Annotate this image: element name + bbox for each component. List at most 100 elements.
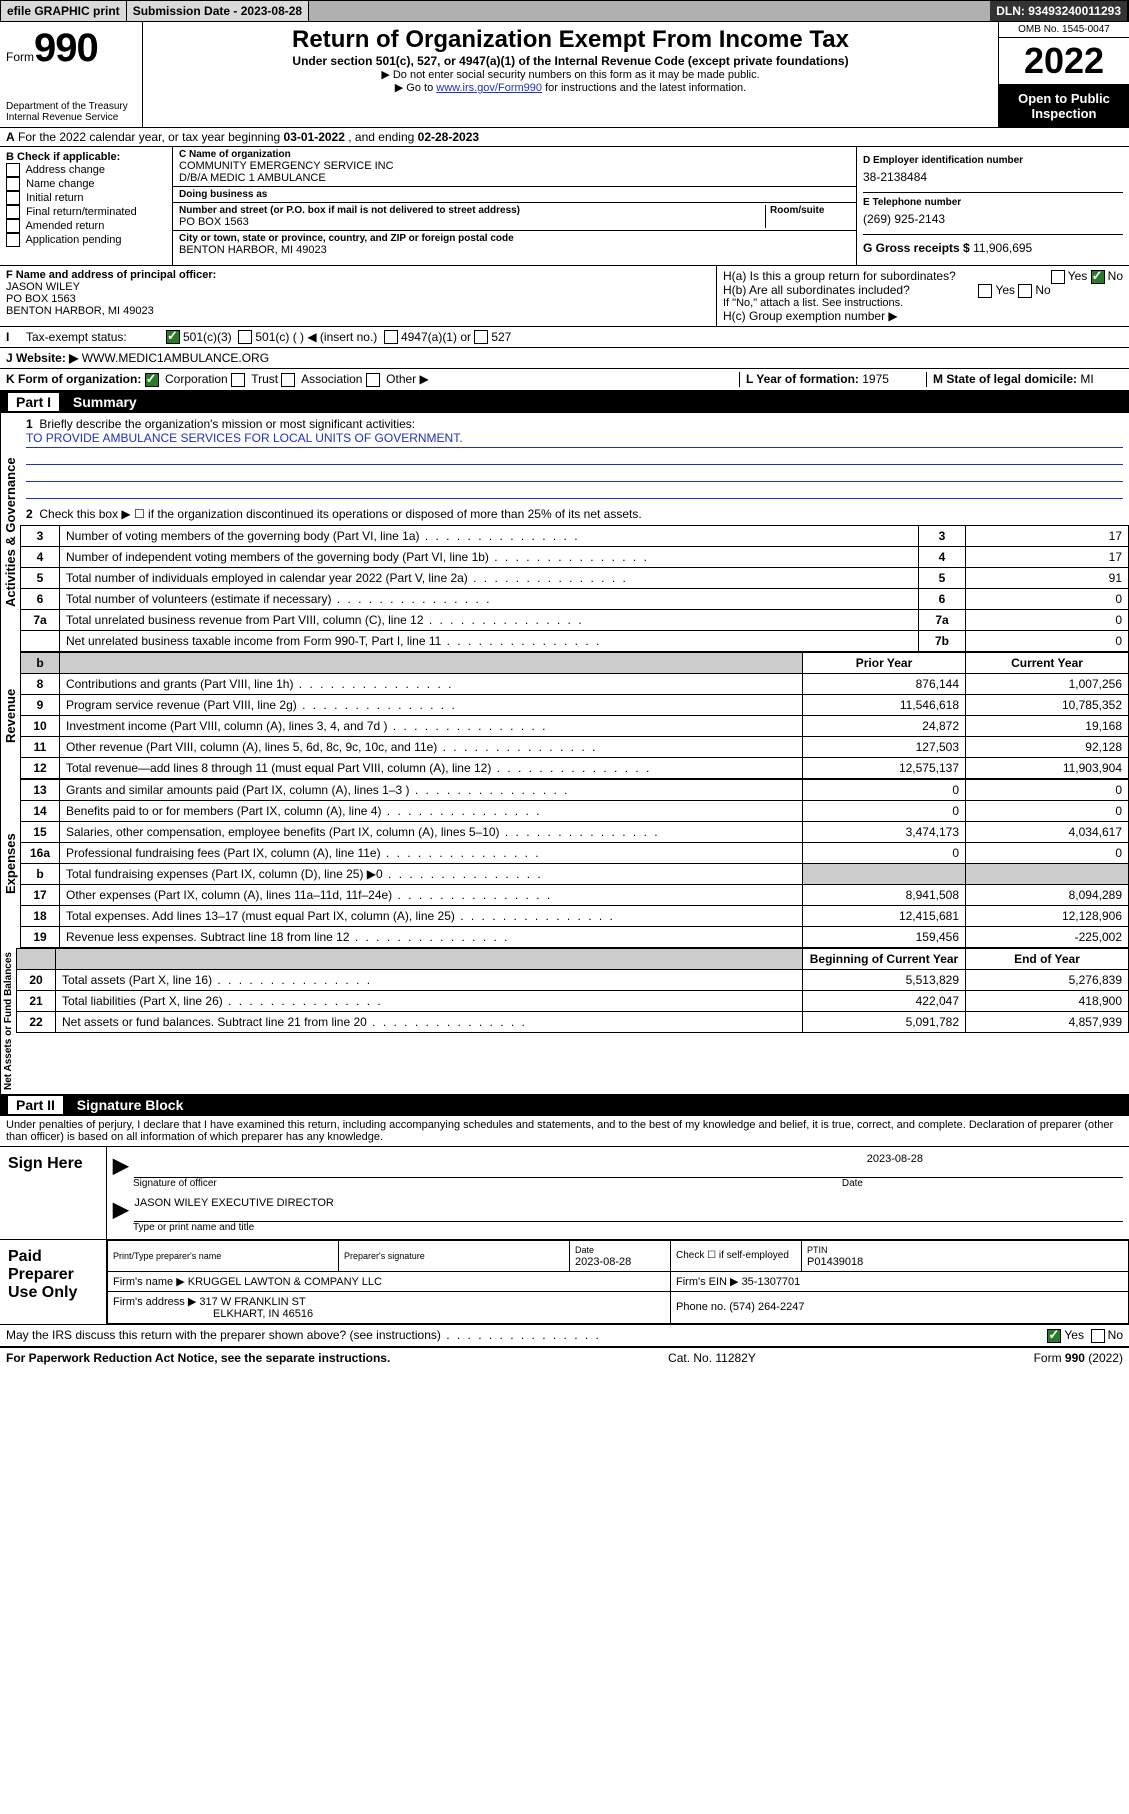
dln: DLN: 93493240011293 — [990, 1, 1128, 21]
form-header: Form990 Department of the Treasury Inter… — [0, 22, 1129, 128]
cb-trust[interactable] — [231, 373, 245, 387]
part-ii-header: Part II Signature Block — [0, 1094, 1129, 1116]
row-i: I Tax-exempt status: 501(c)(3) 501(c) ( … — [0, 327, 1129, 348]
side-rev: Revenue — [0, 652, 20, 779]
side-net: Net Assets or Fund Balances — [0, 948, 16, 1094]
table-row: 11Other revenue (Part VIII, column (A), … — [21, 736, 1129, 757]
section-c: C Name of organization COMMUNITY EMERGEN… — [173, 147, 857, 265]
table-row: bTotal fundraising expenses (Part IX, co… — [21, 863, 1129, 884]
form-footer: Form 990 (2022) — [1034, 1351, 1123, 1365]
form-number-box: Form990 Department of the Treasury Inter… — [0, 22, 143, 127]
ha-yes[interactable] — [1051, 270, 1065, 284]
table-row: 19Revenue less expenses. Subtract line 1… — [21, 926, 1129, 947]
form-note1: ▶ Do not enter social security numbers o… — [149, 68, 992, 81]
cb-4947[interactable] — [384, 330, 398, 344]
form-note2: ▶ Go to www.irs.gov/Form990 for instruct… — [149, 81, 992, 94]
cb-527[interactable] — [474, 330, 488, 344]
checkbox-name-change[interactable] — [6, 177, 20, 191]
table-row: 14Benefits paid to or for members (Part … — [21, 800, 1129, 821]
checkbox-initial-return[interactable] — [6, 191, 20, 205]
checkbox-address-change[interactable] — [6, 163, 20, 177]
row-klm: K Form of organization: Corporation Trus… — [0, 369, 1129, 391]
sign-here-block: Sign Here ▶ 2023-08-28 Signature of offi… — [0, 1147, 1129, 1240]
table-row: 12Total revenue—add lines 8 through 11 (… — [21, 757, 1129, 778]
row-f-h: F Name and address of principal officer:… — [0, 266, 1129, 327]
cb-501c3[interactable] — [166, 330, 180, 344]
table-row: 20Total assets (Part X, line 16)5,513,82… — [17, 969, 1129, 990]
ha-no[interactable] — [1091, 270, 1105, 284]
city-state-zip: BENTON HARBOR, MI 49023 — [179, 244, 850, 256]
perjury-statement: Under penalties of perjury, I declare th… — [0, 1116, 1129, 1147]
table-row: 5Total number of individuals employed in… — [21, 567, 1129, 588]
pra-notice: For Paperwork Reduction Act Notice, see … — [6, 1351, 390, 1365]
cb-other[interactable] — [366, 373, 380, 387]
irs-link[interactable]: www.irs.gov/Form990 — [436, 82, 542, 94]
checkbox-amended[interactable] — [6, 219, 20, 233]
table-row: 13Grants and similar amounts paid (Part … — [21, 779, 1129, 800]
year-formation: 1975 — [862, 372, 889, 386]
cat-no: Cat. No. 11282Y — [668, 1351, 756, 1365]
firm-name: KRUGGEL LAWTON & COMPANY LLC — [188, 1276, 382, 1288]
part-i-expenses: Expenses 13Grants and similar amounts pa… — [0, 779, 1129, 948]
gov-table: 3Number of voting members of the governi… — [20, 525, 1129, 652]
cb-501c[interactable] — [238, 330, 252, 344]
checkbox-final-return[interactable] — [6, 205, 20, 219]
officer-name: JASON WILEY — [6, 281, 80, 293]
officer-printed: JASON WILEY EXECUTIVE DIRECTOR — [134, 1197, 1123, 1222]
tax-year: 2022 — [999, 38, 1129, 85]
top-bar: efile GRAPHIC print Submission Date - 20… — [0, 0, 1129, 22]
part-i-revenue: Revenue b Prior Year Current Year 8Contr… — [0, 652, 1129, 779]
row-j: J Website: ▶ WWW.MEDIC1AMBULANCE.ORG — [0, 348, 1129, 369]
part-i-governance: Activities & Governance 1 Briefly descri… — [0, 413, 1129, 652]
title-box: Return of Organization Exempt From Incom… — [143, 22, 998, 127]
org-name-2: D/B/A MEDIC 1 AMBULANCE — [179, 172, 850, 184]
ptin: P01439018 — [807, 1256, 863, 1268]
table-row: 10Investment income (Part VIII, column (… — [21, 715, 1129, 736]
year-box: OMB No. 1545-0047 2022 Open to Public In… — [998, 22, 1129, 127]
table-row: 4Number of independent voting members of… — [21, 546, 1129, 567]
col-b-shade: b — [21, 652, 60, 673]
table-row: 15Salaries, other compensation, employee… — [21, 821, 1129, 842]
officer-addr2: BENTON HARBOR, MI 49023 — [6, 305, 154, 317]
officer-addr1: PO BOX 1563 — [6, 293, 76, 305]
cb-assoc[interactable] — [281, 373, 295, 387]
dept-label: Department of the Treasury Internal Reve… — [6, 101, 136, 123]
firm-ein: 35-1307701 — [742, 1276, 801, 1288]
table-row: 6Total number of volunteers (estimate if… — [21, 588, 1129, 609]
open-inspection: Open to Public Inspection — [999, 85, 1129, 127]
discuss-yes[interactable] — [1047, 1329, 1061, 1343]
firm-phone: (574) 264-2247 — [729, 1301, 804, 1313]
row-a-tax-year: A For the 2022 calendar year, or tax yea… — [0, 128, 1129, 147]
form-title: Return of Organization Exempt From Incom… — [149, 26, 992, 54]
org-name-1: COMMUNITY EMERGENCY SERVICE INC — [179, 160, 850, 172]
discuss-no[interactable] — [1091, 1329, 1105, 1343]
firm-addr2: ELKHART, IN 46516 — [113, 1308, 313, 1320]
sig-date: 2023-08-28 — [134, 1153, 1123, 1165]
cb-corp[interactable] — [145, 373, 159, 387]
table-row: Net unrelated business taxable income fr… — [21, 630, 1129, 651]
part-i-header: Part I Summary — [0, 391, 1129, 413]
table-row: 18Total expenses. Add lines 13–17 (must … — [21, 905, 1129, 926]
table-row: 22Net assets or fund balances. Subtract … — [17, 1011, 1129, 1032]
submission-date: Submission Date - 2023-08-28 — [127, 1, 309, 21]
table-row: 7aTotal unrelated business revenue from … — [21, 609, 1129, 630]
side-gov: Activities & Governance — [0, 413, 20, 652]
table-row: 8Contributions and grants (Part VIII, li… — [21, 673, 1129, 694]
efile-label: efile GRAPHIC print — [1, 1, 127, 21]
section-d-e-g: D Employer identification number 38-2138… — [857, 147, 1129, 265]
table-row: 21Total liabilities (Part X, line 26)422… — [17, 990, 1129, 1011]
address: PO BOX 1563 — [179, 216, 765, 228]
exp-table: 13Grants and similar amounts paid (Part … — [20, 779, 1129, 948]
table-row: 9Program service revenue (Part VIII, lin… — [21, 694, 1129, 715]
arrow-icon: ▶ — [113, 1153, 128, 1178]
firm-addr1: 317 W FRANKLIN ST — [199, 1296, 305, 1308]
hb-no[interactable] — [1018, 284, 1032, 298]
checkbox-app-pending[interactable] — [6, 233, 20, 247]
mission-text: TO PROVIDE AMBULANCE SERVICES FOR LOCAL … — [26, 431, 1123, 448]
table-row: 3Number of voting members of the governi… — [21, 525, 1129, 546]
state-domicile: MI — [1080, 372, 1093, 386]
rev-table: b Prior Year Current Year 8Contributions… — [20, 652, 1129, 779]
hb-yes[interactable] — [978, 284, 992, 298]
phone: (269) 925-2143 — [863, 208, 1123, 230]
discuss-row: May the IRS discuss this return with the… — [0, 1325, 1129, 1347]
